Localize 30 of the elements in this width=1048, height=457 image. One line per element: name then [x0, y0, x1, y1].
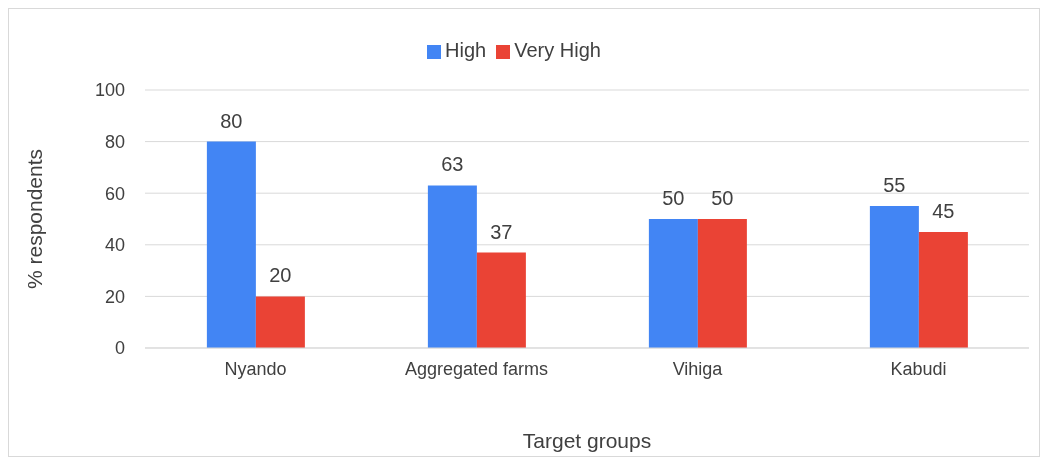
- data-label: 80: [220, 109, 243, 132]
- x-tick-label: Nyando: [224, 358, 287, 379]
- y-axis-title: % respondents: [23, 148, 47, 290]
- data-label: 50: [711, 187, 734, 209]
- data-label: 50: [662, 187, 685, 209]
- legend-label: Very High: [514, 39, 601, 61]
- data-label: 20: [269, 264, 292, 287]
- x-tick-label: Vihiga: [672, 358, 724, 379]
- data-label: 37: [490, 220, 513, 243]
- bar: [255, 296, 305, 348]
- bar: [697, 219, 747, 348]
- x-tick-label: Aggregated farms: [404, 358, 549, 379]
- bar: [648, 219, 698, 348]
- data-label: 45: [932, 199, 955, 222]
- bar: [427, 185, 477, 348]
- data-label: 63: [441, 153, 464, 176]
- bar: [206, 141, 256, 348]
- y-tick-label: 60: [104, 183, 125, 204]
- bar: [476, 252, 526, 348]
- y-tick-label: 80: [104, 131, 125, 152]
- legend-label: High: [445, 39, 487, 61]
- y-tick-label: 100: [94, 80, 125, 101]
- data-label: 55: [883, 174, 906, 197]
- x-axis-title: Target groups: [522, 429, 652, 452]
- x-tick-label: Kabudi: [890, 358, 947, 379]
- bar: [918, 231, 968, 348]
- y-tick-label: 0: [114, 338, 125, 359]
- y-tick-label: 20: [104, 286, 125, 307]
- bar: [869, 206, 919, 348]
- y-tick-label: 40: [104, 235, 125, 256]
